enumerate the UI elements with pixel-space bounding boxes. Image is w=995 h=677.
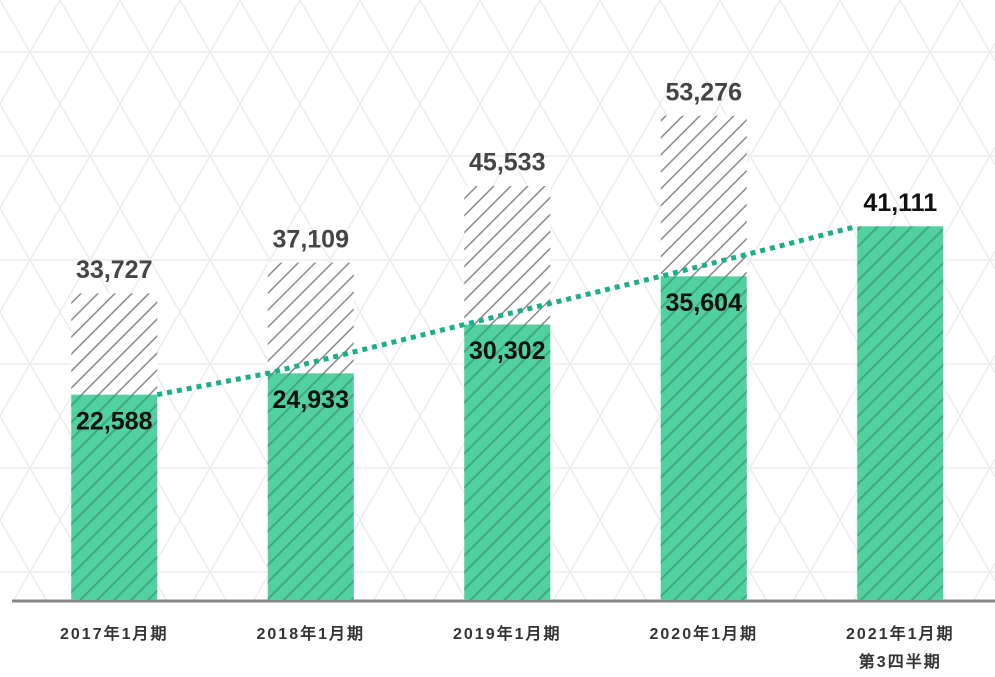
data-label: 22,588: [76, 407, 153, 435]
data-label: 24,933: [273, 386, 349, 414]
x-tick-label-line: 2017年1月期: [60, 624, 169, 643]
x-tick-label: 2017年1月期: [60, 624, 169, 643]
x-tick-label-line: 2018年1月期: [257, 624, 366, 643]
x-tick-label-line: 2021年1月期: [846, 624, 955, 643]
x-tick-label-line: 2020年1月期: [650, 624, 759, 643]
x-tick-label: 2019年1月期: [453, 624, 562, 643]
data-label: 53,276: [666, 78, 742, 106]
data-label: 30,302: [469, 337, 545, 365]
data-label: 37,109: [273, 225, 349, 253]
bar: [71, 394, 158, 600]
x-tick-label: 2021年1月期第3四半期: [846, 624, 955, 671]
x-tick-label: 2020年1月期: [650, 624, 759, 643]
bar: [660, 276, 747, 600]
data-label: 41,111: [863, 189, 937, 217]
x-tick-label: 2018年1月期: [257, 624, 366, 643]
bar: [464, 324, 551, 600]
data-label: 35,604: [666, 289, 743, 317]
x-tick-label-line: 第3四半期: [859, 652, 942, 671]
x-tick-label-line: 2019年1月期: [453, 624, 562, 643]
bar: [267, 373, 354, 600]
trend-line: [156, 223, 858, 398]
bar: [857, 226, 944, 600]
data-label: 45,533: [469, 149, 545, 177]
data-label: 33,727: [76, 256, 152, 284]
